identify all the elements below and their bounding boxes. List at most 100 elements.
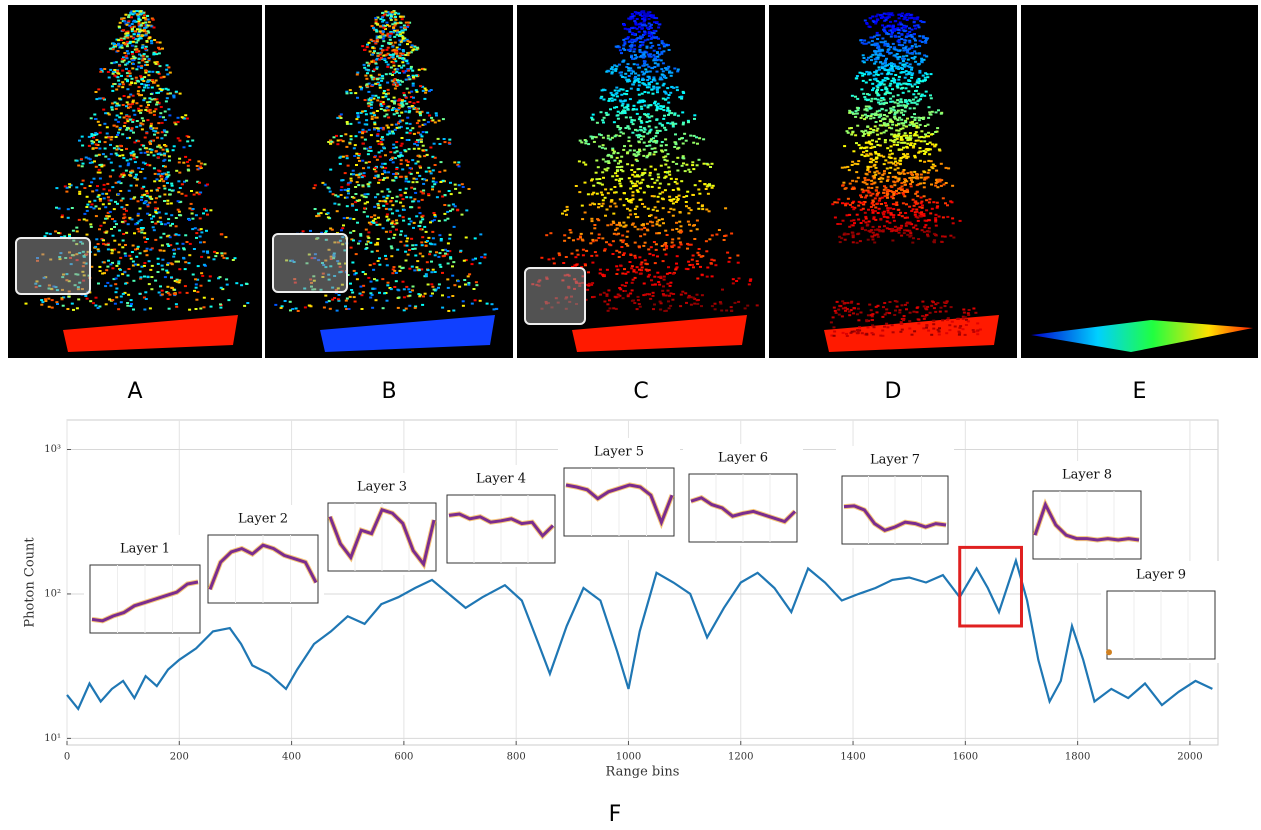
point [375, 67, 379, 70]
point [626, 80, 630, 83]
point [658, 192, 662, 195]
point [391, 53, 395, 56]
point [661, 293, 665, 296]
point [647, 269, 651, 272]
point [381, 173, 384, 175]
point [647, 273, 651, 276]
point [575, 249, 579, 252]
point [386, 81, 390, 84]
point [467, 282, 471, 284]
point [905, 19, 909, 21]
point [625, 235, 629, 238]
point [942, 183, 946, 186]
point [385, 299, 389, 302]
point [905, 62, 909, 65]
point [94, 205, 98, 208]
point [910, 66, 914, 69]
point [157, 187, 161, 189]
point [638, 45, 642, 48]
point [571, 265, 574, 268]
point [95, 238, 99, 241]
point [618, 182, 622, 185]
point [606, 224, 610, 227]
point [909, 176, 913, 179]
point [103, 147, 107, 150]
point [168, 236, 172, 239]
point [128, 24, 132, 27]
point [44, 300, 48, 302]
point [896, 94, 900, 97]
point [429, 146, 433, 149]
point [883, 170, 886, 173]
point [188, 254, 192, 257]
point [420, 244, 424, 247]
point [889, 82, 893, 85]
point [912, 204, 916, 207]
point [891, 42, 895, 45]
point [394, 123, 398, 126]
point [182, 161, 186, 164]
point [430, 243, 434, 246]
point [651, 32, 655, 35]
point [393, 41, 397, 44]
point [662, 294, 666, 297]
point [190, 190, 193, 192]
point [686, 268, 690, 271]
point [115, 223, 118, 226]
point [133, 263, 137, 266]
point [111, 267, 115, 270]
point [668, 294, 671, 297]
point [175, 305, 179, 308]
point [385, 48, 389, 51]
point [133, 196, 137, 199]
point [639, 120, 643, 122]
point [597, 203, 601, 205]
point [48, 232, 52, 235]
point [393, 233, 397, 236]
point [892, 214, 896, 217]
point [166, 182, 169, 184]
point [632, 270, 636, 273]
point [150, 276, 154, 278]
point [178, 268, 182, 271]
point [608, 97, 612, 100]
point [115, 145, 119, 148]
point [398, 79, 402, 82]
point [912, 226, 916, 229]
point [621, 60, 625, 63]
point [336, 143, 340, 146]
point [407, 107, 411, 110]
point [160, 289, 164, 292]
point [643, 33, 647, 36]
point [905, 145, 909, 148]
point [609, 154, 613, 157]
point [649, 104, 653, 107]
point [730, 309, 734, 312]
point [642, 282, 646, 285]
point [118, 229, 122, 232]
point [875, 69, 879, 72]
point [402, 94, 406, 97]
point [645, 86, 649, 89]
point [640, 121, 644, 124]
point [388, 132, 392, 135]
point [415, 215, 419, 218]
point [87, 144, 91, 147]
point [125, 72, 129, 75]
point [628, 209, 632, 212]
point [392, 143, 396, 146]
point [379, 25, 382, 28]
point [882, 131, 886, 134]
point [407, 91, 411, 94]
point [693, 238, 697, 240]
point [391, 156, 395, 159]
point [452, 225, 456, 228]
point [114, 152, 118, 155]
point [131, 13, 135, 16]
point [916, 216, 920, 219]
point [876, 133, 880, 136]
point [383, 57, 387, 60]
point [391, 23, 395, 26]
point [897, 32, 901, 35]
point [366, 102, 370, 105]
